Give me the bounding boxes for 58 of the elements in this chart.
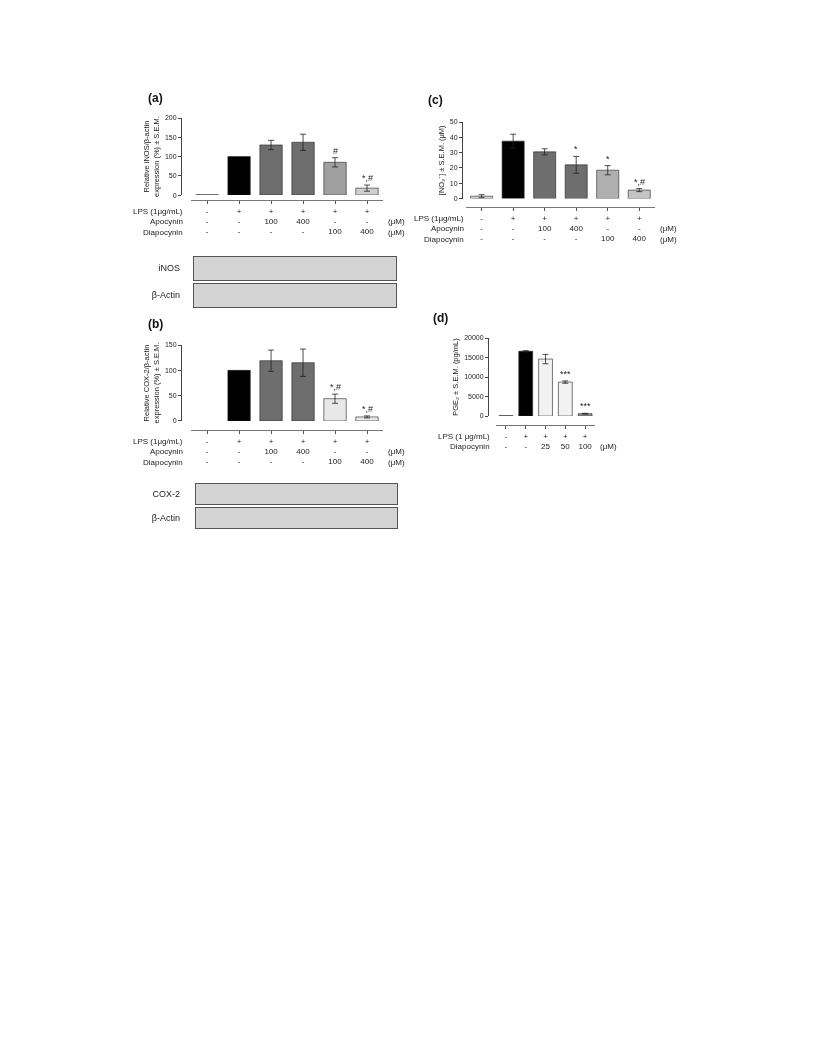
x-tick-label: + 100 - — [537, 213, 552, 244]
chart-title: (b) — [147, 317, 164, 332]
text: Diapocynin — [143, 458, 183, 467]
text: (μM) — [388, 458, 405, 467]
x-tick-label: - - - — [205, 206, 209, 237]
data-label: *** — [560, 369, 571, 379]
text: Diapocynin — [450, 442, 490, 451]
text: (μM) — [660, 224, 677, 233]
text: Apocynin — [150, 217, 183, 226]
x-tick-label: + 400 - — [296, 436, 311, 467]
x-tick-label: + 25 — [541, 431, 551, 451]
chart-title: (c) — [427, 93, 443, 108]
text: β-Actin — [150, 512, 180, 525]
x-tick-label: + 400 - — [569, 213, 584, 244]
text: (μM) — [388, 447, 405, 456]
x-tick-label: - - - — [205, 436, 209, 467]
data-label: * — [574, 144, 578, 154]
x-tick-label: + 50 — [560, 431, 571, 451]
x-tick-label: + - 100 — [601, 213, 615, 244]
text: Apocynin — [150, 447, 183, 456]
x-tick-label: + - 400 — [360, 436, 375, 467]
data-label: *,# — [362, 404, 374, 414]
x-tick-label: + 400 - — [296, 206, 311, 237]
text: LPS (1μg/mL) — [414, 214, 464, 223]
x-tick-label: + - - — [236, 436, 242, 467]
chart-title: (a) — [147, 91, 163, 106]
text: iNOS — [157, 262, 180, 275]
x-tick-label: + 100 - — [264, 206, 279, 237]
text: Diapocynin — [424, 235, 464, 244]
text: β-Actin — [150, 289, 180, 302]
text: LPS (1μg/mL) — [133, 207, 183, 216]
data-label: * — [606, 154, 610, 164]
x-tick-label: + - - — [510, 213, 516, 244]
text: LPS (1μg/mL) — [133, 437, 183, 446]
data-label: *,# — [362, 173, 374, 183]
text: LPS (1 μg/mL) — [438, 432, 491, 441]
text: COX-2 — [151, 488, 180, 501]
x-tick-label: - - - — [480, 213, 484, 244]
text: (μM) — [388, 217, 405, 226]
text: Apocynin — [431, 224, 464, 233]
x-tick-label: + - 400 — [632, 213, 647, 244]
text: (μM) — [388, 228, 405, 237]
x-tick-label: + - 100 — [328, 206, 343, 237]
data-label: *** — [580, 401, 591, 411]
x-tick-label: + - — [523, 431, 529, 451]
data-label: *,# — [634, 177, 646, 187]
data-label: # — [333, 146, 339, 156]
x-tick-label: + 100 — [578, 431, 593, 451]
chart-title: (d) — [432, 311, 449, 326]
x-tick-label: + - - — [236, 206, 242, 237]
text: Diapocynin — [143, 228, 183, 237]
x-tick-label: + - 400 — [360, 206, 375, 237]
data-label: *,# — [330, 382, 342, 392]
text: (μM) — [660, 235, 677, 244]
x-tick-label: + - 100 — [328, 436, 343, 467]
text: (μM) — [600, 442, 617, 451]
x-tick-label: + 100 - — [264, 436, 279, 467]
x-tick-label: - - — [504, 431, 508, 451]
